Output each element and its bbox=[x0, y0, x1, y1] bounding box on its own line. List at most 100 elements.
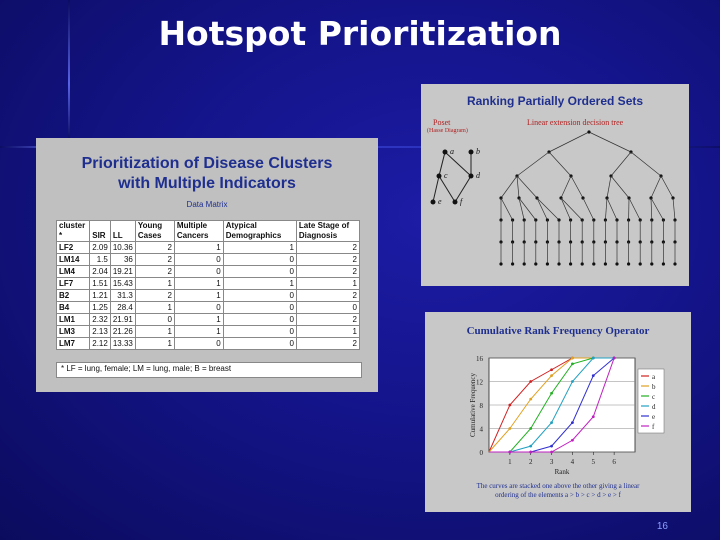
series-point-f bbox=[612, 356, 616, 360]
table-cell: 0 bbox=[173, 253, 224, 266]
table-cell: 2 bbox=[295, 289, 361, 302]
series-point-c bbox=[529, 427, 533, 430]
tree-edge bbox=[516, 175, 538, 199]
tree-edge bbox=[588, 131, 632, 153]
caption-line1: The curves are stacked one above the oth… bbox=[476, 482, 640, 490]
table-cell: LM14 bbox=[55, 253, 91, 266]
hasse-node-label: c bbox=[444, 171, 448, 180]
tree-edge bbox=[536, 197, 560, 221]
poset-label: Poset bbox=[433, 118, 451, 127]
tree-edge bbox=[570, 175, 584, 199]
table-cell: 0 bbox=[134, 313, 175, 326]
series-point-f bbox=[571, 438, 574, 442]
series-point-f bbox=[529, 450, 533, 454]
table-cell: 2 bbox=[134, 253, 175, 266]
series-point-f bbox=[550, 450, 553, 454]
table-cell: 0 bbox=[222, 289, 297, 302]
data-matrix-panel: Prioritization of Disease Clusters with … bbox=[36, 138, 378, 392]
table-cell: 2 bbox=[295, 253, 361, 266]
table-cell: 1 bbox=[134, 337, 175, 350]
tree-edge bbox=[610, 175, 630, 199]
tree-node bbox=[569, 262, 573, 266]
tree-edge bbox=[628, 197, 641, 221]
table-cell: B4 bbox=[55, 301, 91, 314]
tree-node bbox=[627, 262, 631, 266]
tree-node bbox=[661, 262, 665, 266]
series-point-e bbox=[550, 444, 553, 448]
series-point-d bbox=[591, 356, 595, 360]
tree-edge bbox=[500, 197, 513, 221]
series-point-c bbox=[550, 391, 553, 395]
table-cell: 0 bbox=[222, 265, 297, 278]
table-cell: 0 bbox=[222, 337, 297, 350]
table-cell: 1 bbox=[222, 241, 297, 254]
table-cell: 2 bbox=[295, 265, 361, 278]
table-cell: 1.25 bbox=[89, 301, 111, 314]
table-cell: 2 bbox=[134, 289, 175, 302]
table-cell: LF2 bbox=[55, 241, 91, 254]
y-axis-label: Cumulative Frequency bbox=[469, 373, 477, 437]
table-cell: 2 bbox=[134, 265, 175, 278]
hasse-node-label: a bbox=[450, 147, 454, 156]
table-cell: 1 bbox=[173, 289, 224, 302]
table-cell: LM4 bbox=[55, 265, 91, 278]
table-cell: 1 bbox=[173, 241, 224, 254]
data-matrix-footnote: * LF = lung, female; LM = lung, male; B … bbox=[56, 362, 362, 378]
hasse-node-label: f bbox=[460, 197, 464, 206]
series-point-b bbox=[571, 356, 574, 360]
tree-edge bbox=[672, 197, 676, 221]
tree-edge bbox=[560, 197, 571, 221]
table-cell: 0 bbox=[295, 301, 361, 314]
hasse-node bbox=[436, 173, 442, 179]
tree-edge bbox=[606, 175, 612, 199]
table-cell: 2.09 bbox=[89, 241, 111, 254]
legend-label-d: d bbox=[652, 403, 656, 411]
tree-node bbox=[534, 262, 538, 266]
series-point-f bbox=[508, 450, 512, 454]
legend-label-c: c bbox=[652, 393, 655, 401]
table-row: LM4 2.04 19.21 2 0 0 2 bbox=[55, 265, 361, 278]
table-cell: 1 bbox=[173, 277, 224, 290]
page-number: 16 bbox=[656, 521, 668, 532]
table-cell: 1 bbox=[295, 277, 361, 290]
y-tick-label: 16 bbox=[476, 355, 484, 363]
x-axis-label: Rank bbox=[555, 468, 570, 476]
series-point-d bbox=[550, 421, 553, 425]
legend-label-e: e bbox=[652, 413, 655, 421]
hasse-edge bbox=[444, 151, 472, 177]
table-cell: 21.26 bbox=[109, 325, 136, 338]
series-point-e bbox=[571, 421, 574, 425]
table-cell: 2.12 bbox=[89, 337, 111, 350]
y-tick-label: 4 bbox=[480, 426, 484, 434]
series-point-e bbox=[591, 374, 595, 378]
series-point-a bbox=[508, 403, 512, 407]
table-cell: 2 bbox=[295, 337, 361, 350]
tree-edge bbox=[605, 197, 608, 221]
table-row: LM1 2.32 21.91 0 1 0 2 bbox=[55, 313, 361, 326]
table-cell: 13.33 bbox=[109, 337, 136, 350]
table-cell: 0 bbox=[222, 253, 297, 266]
legend-label-f: f bbox=[652, 423, 655, 431]
tree-node bbox=[673, 262, 677, 266]
data-matrix-title-line2: with Multiple Indicators bbox=[118, 175, 296, 192]
table-cell: 0 bbox=[222, 301, 297, 314]
table-cell: 0 bbox=[222, 325, 297, 338]
cumulative-title: Cumulative Rank Frequency Operator bbox=[466, 325, 650, 337]
table-cell: 10.36 bbox=[109, 241, 136, 254]
series-point-b bbox=[508, 427, 512, 430]
x-tick-label: 5 bbox=[592, 458, 596, 466]
table-cell: 36 bbox=[109, 253, 136, 266]
data-matrix-title-line1: Prioritization of Disease Clusters bbox=[81, 155, 333, 172]
tree-edge bbox=[518, 197, 537, 221]
column-header: Multiple Cancers bbox=[173, 220, 224, 242]
table-cell: 2 bbox=[134, 241, 175, 254]
table-row: LM3 2.13 21.26 1 1 0 1 bbox=[55, 325, 361, 338]
table-row: LM14 1.5 36 2 0 0 2 bbox=[55, 253, 361, 266]
table-cell: 1 bbox=[134, 301, 175, 314]
hasse-node-label: b bbox=[476, 147, 480, 156]
x-tick-label: 1 bbox=[508, 458, 512, 466]
tree-node bbox=[499, 262, 503, 266]
hasse-node-label: d bbox=[476, 171, 481, 180]
y-tick-label: 12 bbox=[476, 379, 484, 387]
hasse-node-label: e bbox=[438, 197, 442, 206]
